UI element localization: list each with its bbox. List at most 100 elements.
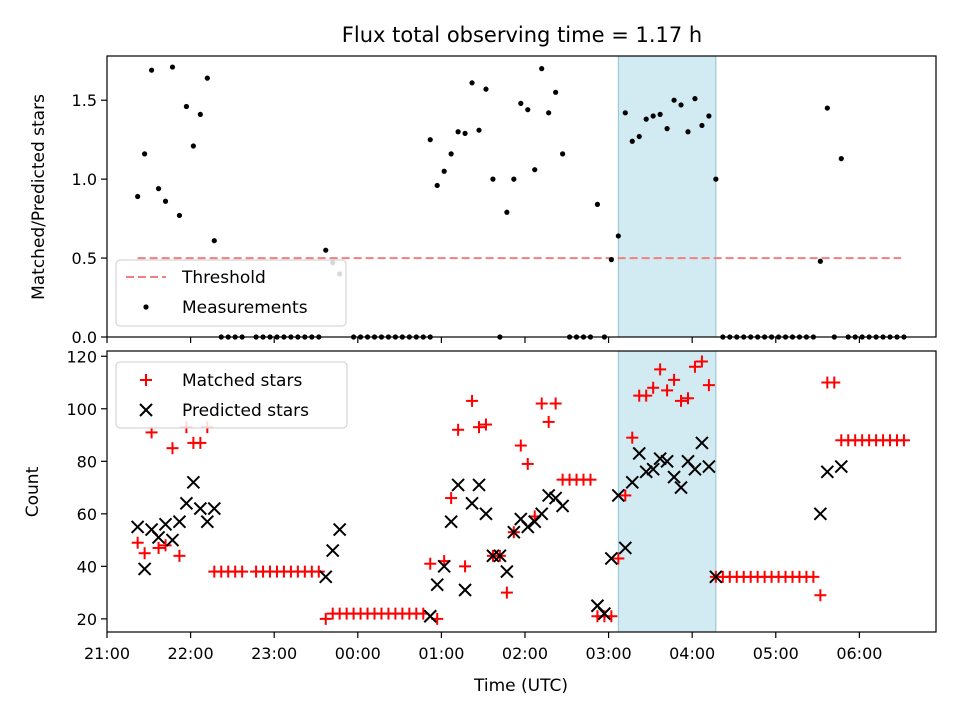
measurement-point [148, 67, 155, 73]
measurement-point [560, 151, 566, 157]
matched-star-point [424, 557, 437, 570]
xtick-label: 00:00 [335, 644, 381, 663]
matched-star-point [466, 394, 479, 407]
predicted-star-point [430, 578, 444, 592]
matched-star-point [828, 376, 841, 389]
matched-star-point [807, 570, 820, 583]
matched-star-point [612, 552, 625, 565]
bottom-ytick-label: 100 [66, 400, 97, 419]
matched-star-point [647, 381, 660, 394]
matched-star-point [619, 489, 632, 502]
top-plot-frame [106, 55, 937, 338]
predicted-star-point [500, 564, 514, 579]
bottom-ytick-label: 40 [77, 557, 97, 576]
predicted-star-point [555, 499, 570, 513]
chart-title: Flux total observing time = 1.17 h [342, 23, 702, 47]
xtick-label: 21:00 [84, 644, 130, 663]
measurement-point [608, 257, 614, 263]
measurement-point [490, 176, 496, 182]
matched-star-point [500, 586, 513, 599]
measurement-point [650, 113, 656, 119]
measurement-point [197, 111, 203, 118]
measurement-point [594, 201, 601, 207]
legend-matched-marker [140, 374, 152, 386]
measurement-point [525, 107, 531, 113]
bottom-plot-frame [106, 350, 937, 633]
predicted-star-point [597, 606, 612, 621]
predicted-star-point [632, 446, 646, 461]
matched-star-point [459, 560, 472, 573]
x-axis-label: Time (UTC) [473, 676, 568, 696]
measurement-point [553, 89, 559, 95]
measurement-point [469, 80, 475, 86]
measurement-point [204, 75, 210, 81]
xtick-label: 01:00 [418, 644, 464, 663]
matched-star-point [702, 379, 715, 392]
matched-star-point [688, 360, 701, 373]
bottom-legend-box [115, 361, 348, 429]
matched-star-point [138, 547, 151, 560]
measurement-point [427, 137, 433, 143]
top-y-axis-label: Matched/Predicted stars [29, 94, 49, 300]
xtick-label: 02:00 [502, 644, 548, 663]
measurement-point [685, 129, 691, 135]
measurement-point [699, 122, 705, 129]
predicted-star-point [695, 436, 709, 450]
predicted-star-point [688, 462, 702, 476]
predicted-star-point [611, 488, 626, 503]
measurement-point [643, 116, 649, 122]
matched-star-point [312, 565, 325, 578]
predicted-star-point [674, 480, 688, 495]
matched-star-point [897, 434, 910, 447]
measurement-point [434, 182, 440, 189]
measurement-point [155, 186, 162, 192]
legend-measurements-marker [143, 304, 149, 310]
predicted-star-point [465, 496, 479, 511]
measurement-point [511, 176, 517, 182]
predicted-star-point [820, 465, 835, 479]
bottom-y-axis-label: Count [23, 466, 43, 517]
matched-star-point [236, 565, 249, 578]
predicted-star-point [326, 543, 340, 558]
measurement-point [455, 129, 461, 135]
matched-star-point [661, 384, 674, 397]
predicted-star-point [521, 520, 535, 534]
measurement-point [323, 247, 329, 253]
measurement-point [706, 113, 712, 119]
bottom-ytick-label: 60 [77, 505, 97, 524]
bottom-highlight-span [617, 350, 717, 633]
predicted-star-point [332, 522, 347, 537]
measurement-point [636, 133, 642, 140]
measurement-point [532, 167, 538, 173]
predicted-star-point [660, 454, 674, 469]
matched-star-point [131, 536, 144, 549]
predicted-star-point [158, 517, 173, 532]
predicted-star-point [200, 514, 215, 529]
measurement-point [518, 100, 524, 106]
matched-star-point [473, 421, 486, 434]
predicted-star-point [507, 525, 521, 539]
top-ytick-label: 0.0 [72, 328, 97, 347]
matched-star-point [640, 389, 653, 402]
matched-star-point [681, 392, 694, 405]
predicted-star-point [834, 459, 848, 474]
matched-star-point [159, 539, 172, 552]
predicted-star-point [541, 488, 556, 503]
measurement-point [539, 66, 545, 72]
matched-star-point [194, 436, 207, 449]
predicted-star-point [319, 570, 333, 584]
predicted-star-point [702, 459, 716, 474]
measurement-point [692, 96, 698, 102]
top-legend-box [115, 259, 347, 327]
matched-star-point [152, 541, 165, 554]
matched-star-point [166, 442, 179, 455]
matched-star-point [479, 418, 492, 431]
bottom-legend: Matched stars Predicted stars [115, 361, 348, 429]
predicted-star-point [618, 541, 633, 555]
predicted-star-point [165, 533, 180, 547]
measurement-point [142, 151, 148, 157]
predicted-star-point [179, 496, 194, 511]
predicted-star-point [186, 475, 201, 490]
legend-threshold-label: Threshold [181, 268, 266, 288]
